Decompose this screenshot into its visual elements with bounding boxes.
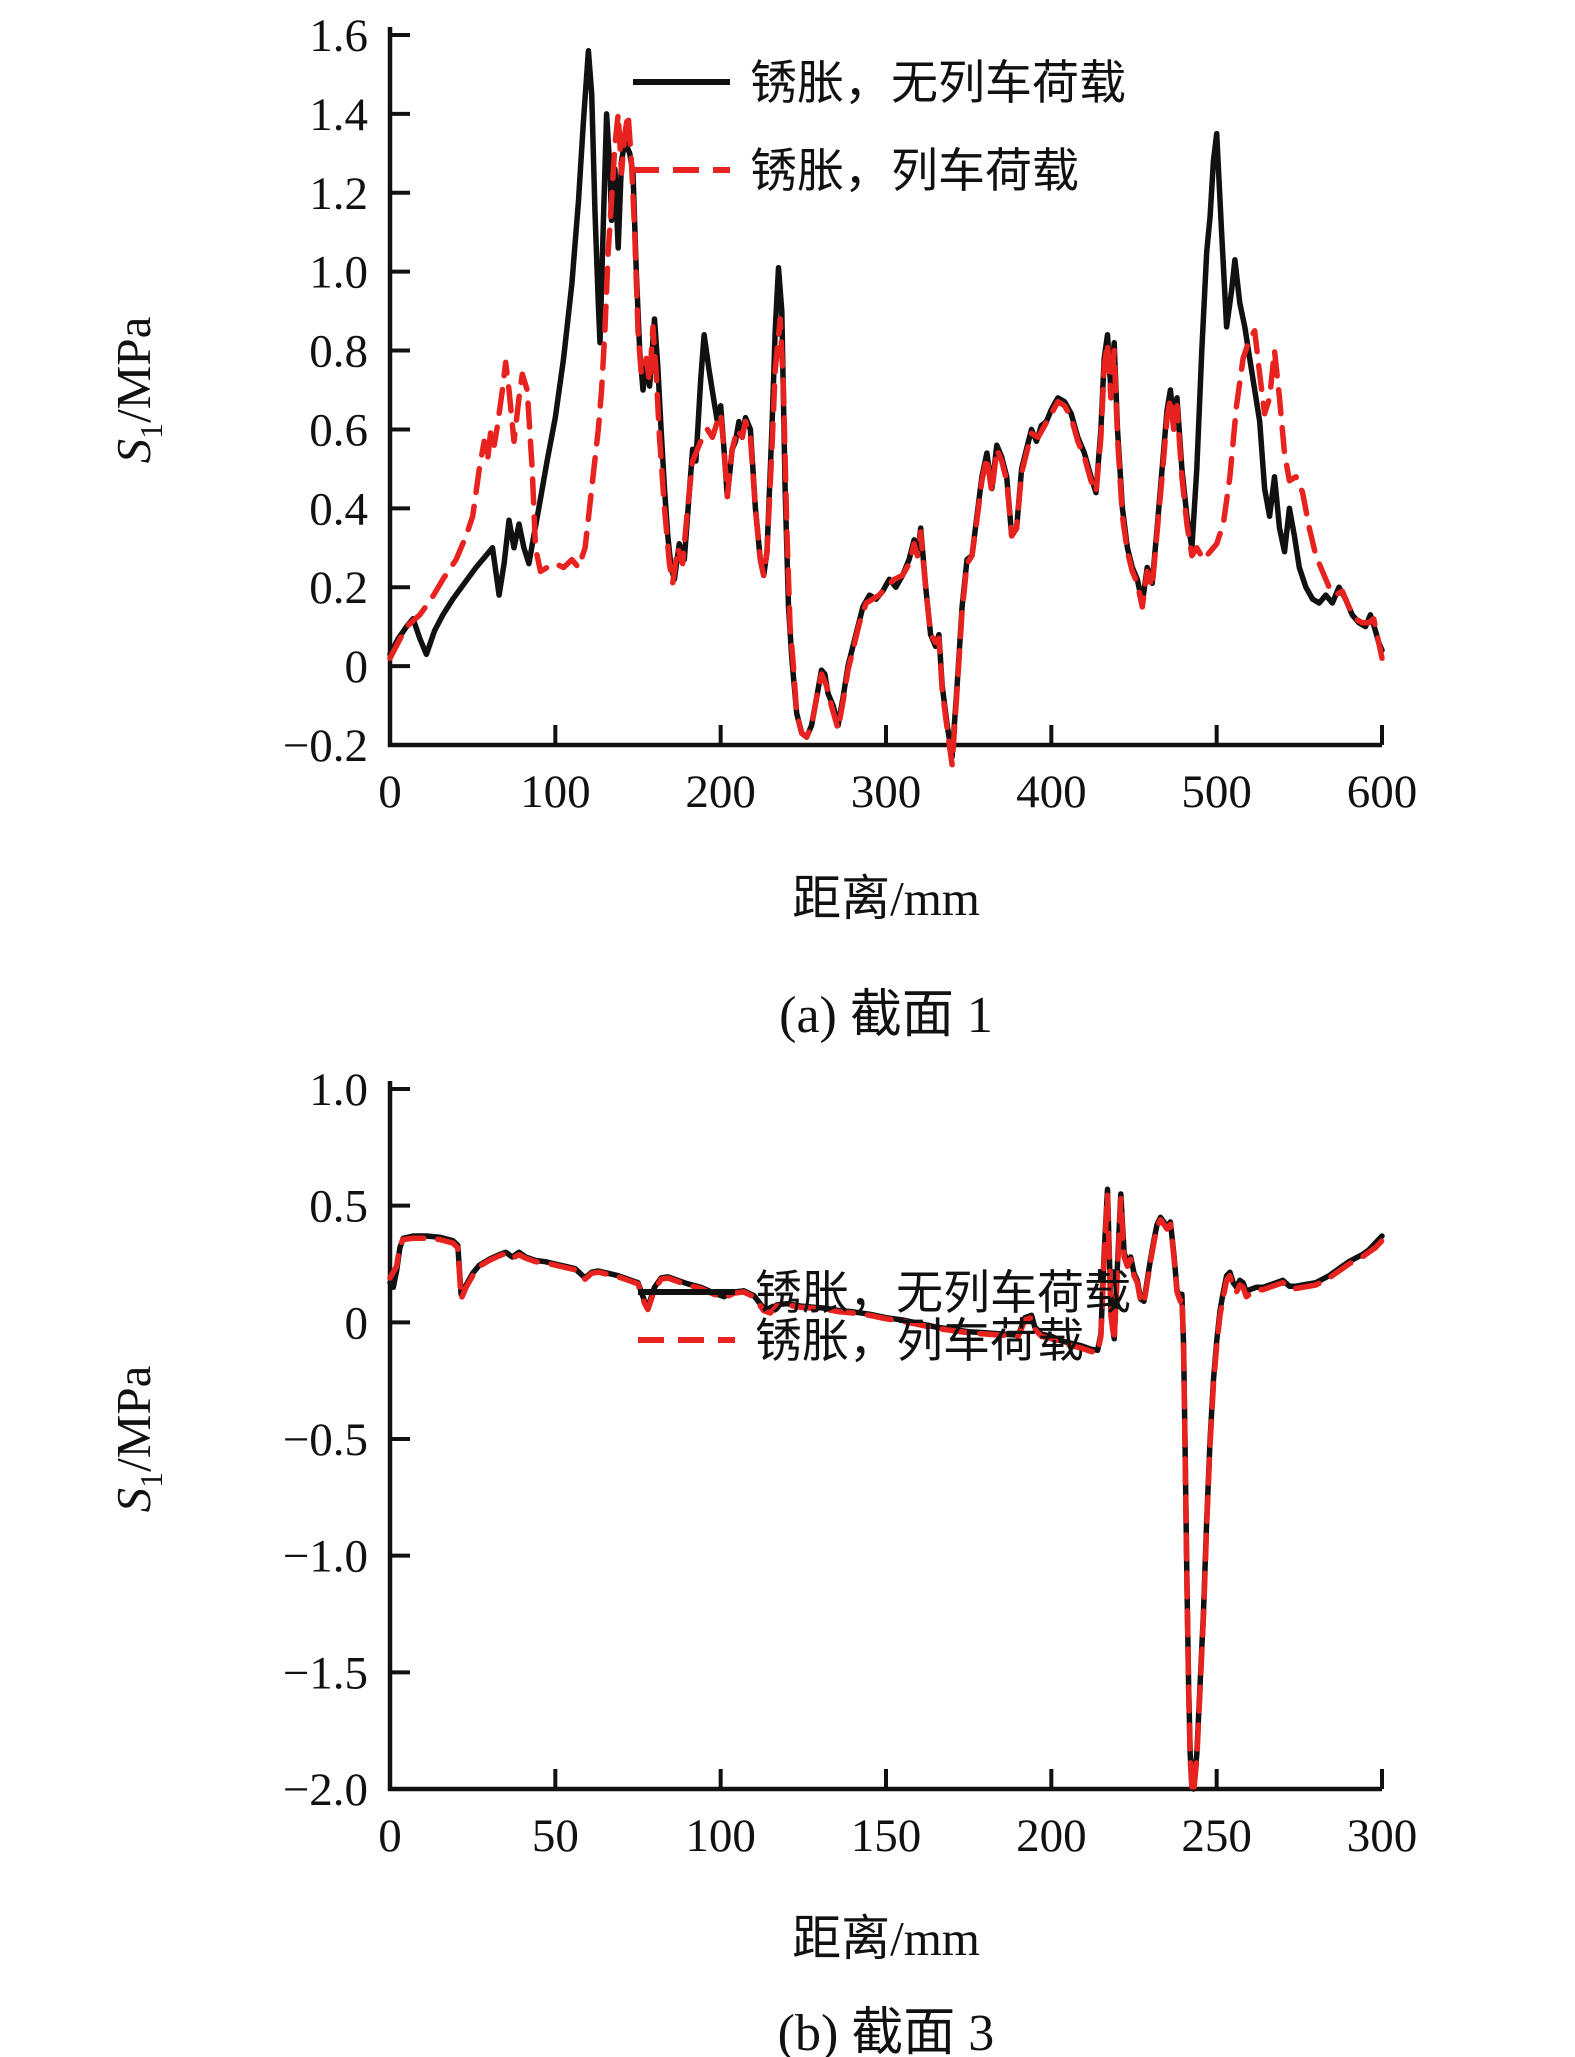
y-tick-label: 0 bbox=[345, 1297, 369, 1349]
y-axis-label-a: S1/MPa bbox=[106, 316, 169, 463]
x-tick-label: 0 bbox=[378, 1810, 402, 1862]
x-tick-label: 500 bbox=[1181, 766, 1252, 818]
y-label-unit: /MPa bbox=[106, 1365, 161, 1471]
x-tick-label: 100 bbox=[520, 766, 591, 818]
y-tick-label: −2.0 bbox=[283, 1764, 368, 1816]
y-tick-label: −0.5 bbox=[283, 1414, 368, 1466]
legend-label-train: 锈胀，列车荷载 bbox=[750, 146, 1079, 198]
y-tick-label: 1.6 bbox=[309, 10, 368, 62]
caption-a: (a) 截面 1 bbox=[779, 987, 993, 1044]
legend-b: 锈胀，无列车荷载 锈胀，列车荷载 bbox=[638, 1268, 1131, 1368]
y-tick-label: −1.5 bbox=[283, 1647, 368, 1699]
x-tick-label: 400 bbox=[1016, 766, 1087, 818]
x-tick-label: 300 bbox=[1347, 1810, 1418, 1862]
y-tick-label: 1.4 bbox=[309, 89, 368, 141]
y-tick-label: 1.0 bbox=[309, 1065, 368, 1116]
y-label-subscript: 1 bbox=[133, 423, 169, 439]
x-tick-label: 50 bbox=[532, 1810, 579, 1862]
series-line-train-load bbox=[387, 111, 1385, 768]
y-tick-label: 0.5 bbox=[309, 1181, 368, 1233]
y-tick-label: −0.2 bbox=[283, 720, 368, 772]
caption-b: (b) 截面 3 bbox=[778, 2005, 995, 2057]
x-axis-label-b: 距离/mm bbox=[792, 1911, 980, 1966]
x-tick-label: 200 bbox=[685, 766, 756, 818]
x-axis-label-a: 距离/mm bbox=[792, 871, 980, 926]
x-tick-label: 0 bbox=[378, 766, 402, 818]
y-label-symbol: S bbox=[106, 439, 161, 464]
legend-label-no-train: 锈胀，无列车荷载 bbox=[750, 58, 1126, 110]
y-tick-label: 1.0 bbox=[309, 247, 368, 299]
chart-section-1: 1.61.41.21.00.80.60.40.20−0.20 100 200 300 4… bbox=[106, 10, 1418, 1044]
plot-area-a: 1.61.41.21.00.80.60.40.20−0.20 100 200 300 4… bbox=[283, 10, 1418, 818]
legend-label-train: 锈胀，列车荷载 bbox=[755, 1316, 1084, 1368]
x-tick-label: 300 bbox=[851, 766, 922, 818]
legend-a: 锈胀，无列车荷载 锈胀，列车荷载 bbox=[633, 58, 1126, 198]
y-tick-label: 0.8 bbox=[309, 326, 368, 378]
y-tick-label: 0.4 bbox=[309, 483, 368, 535]
x-tick-label: 200 bbox=[1016, 1810, 1087, 1862]
y-axis-label-b: S1/MPa bbox=[106, 1365, 169, 1512]
y-label-unit: /MPa bbox=[106, 316, 161, 422]
plot-area-b: 1.00.50−0.5−1.0−1.5−2.00 50 100 150 200 250 30… bbox=[283, 1065, 1418, 1862]
y-tick-label: 0.2 bbox=[309, 562, 368, 614]
x-tick-label: 100 bbox=[685, 1810, 756, 1862]
y-label-symbol: S bbox=[106, 1488, 161, 1513]
y-tick-label: 0 bbox=[345, 641, 369, 693]
legend-label-no-train: 锈胀，无列车荷载 bbox=[755, 1268, 1131, 1320]
series-line-train-load bbox=[387, 1191, 1385, 1797]
x-tick-label: 250 bbox=[1181, 1810, 1252, 1862]
y-label-subscript: 1 bbox=[133, 1472, 169, 1488]
x-tick-label: 600 bbox=[1347, 766, 1418, 818]
axis-lines bbox=[387, 27, 1382, 748]
x-tick-label: 150 bbox=[851, 1810, 922, 1862]
y-tick-label: −1.0 bbox=[283, 1531, 368, 1583]
y-tick-label: 0.6 bbox=[309, 404, 368, 456]
chart-section-3: 1.00.50−0.5−1.0−1.5−2.00 50 100 150 200 250 30… bbox=[106, 1065, 1418, 2057]
y-tick-label: 1.2 bbox=[309, 168, 368, 220]
axis-lines bbox=[387, 1081, 1382, 1792]
